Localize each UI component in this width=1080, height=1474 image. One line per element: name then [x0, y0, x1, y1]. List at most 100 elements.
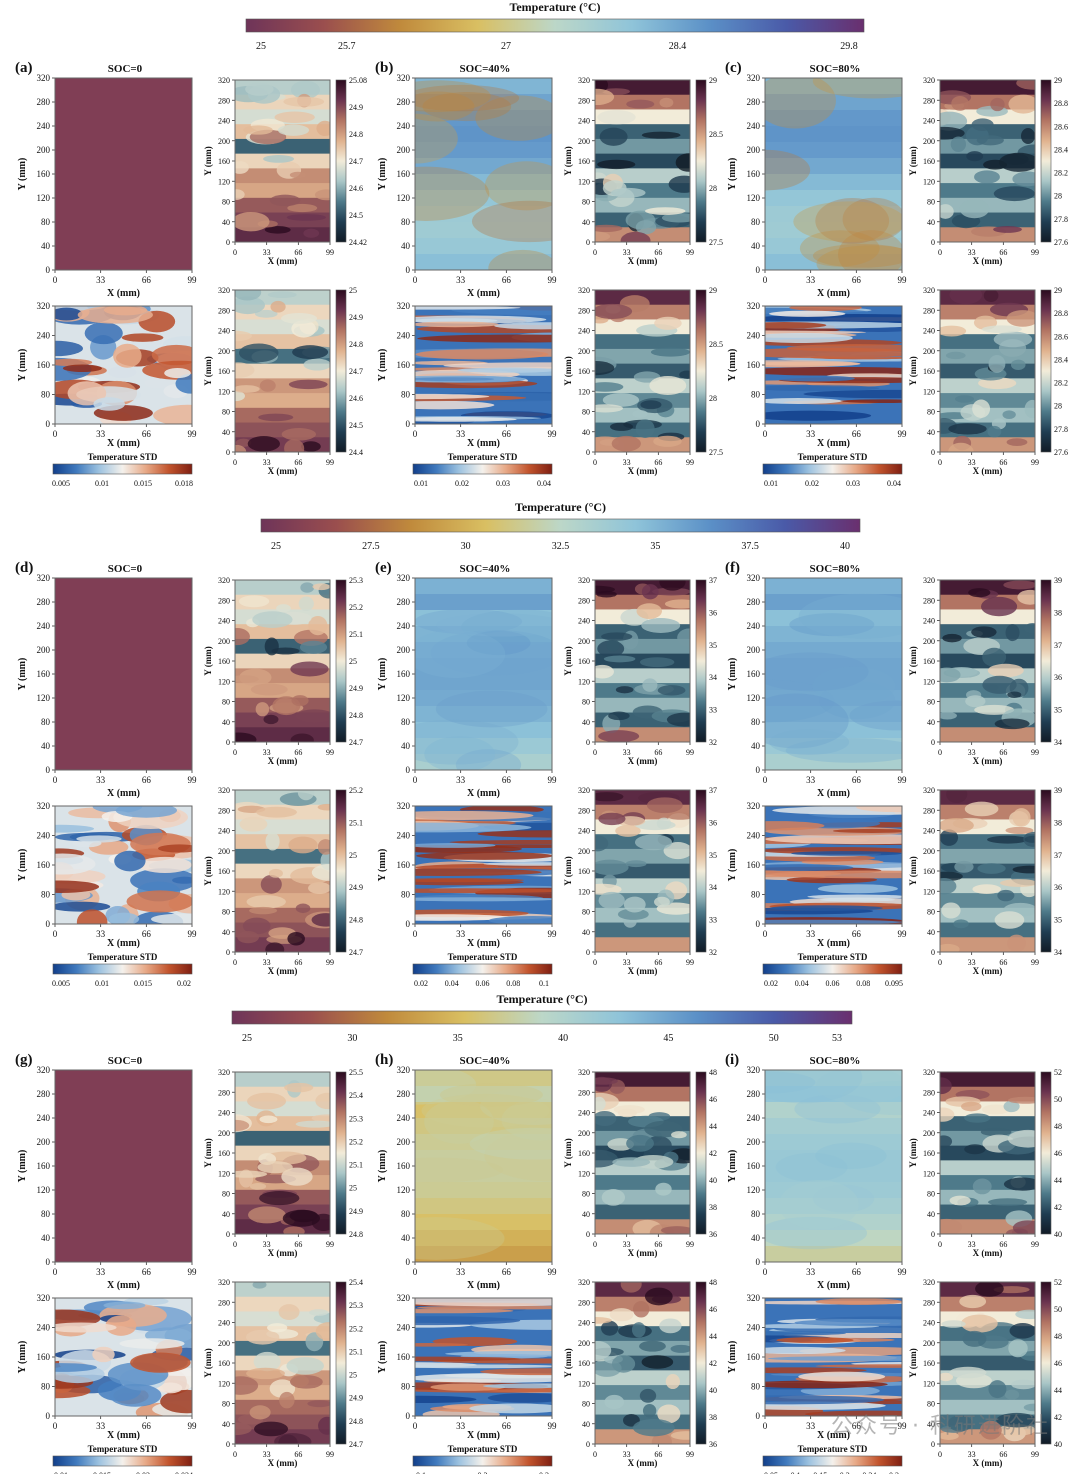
y-tick-label: 160	[747, 669, 761, 679]
deviation-blob	[249, 1405, 271, 1420]
colorbar-tick-label: 25	[349, 1371, 357, 1380]
x-tick-label: 33	[96, 1421, 106, 1431]
deviation-blob	[966, 151, 984, 162]
colorbar-tick-label: 25	[349, 286, 357, 295]
temperature-band	[415, 94, 552, 111]
y-tick-label: 80	[927, 908, 935, 917]
deviation-blob	[276, 604, 291, 613]
colorbar-tick-label: 24.9	[349, 103, 363, 112]
deviation-blob	[250, 683, 288, 696]
colorbar-tick-label: 27.6	[1054, 448, 1068, 457]
y-tick-label: 0	[931, 948, 935, 957]
heatmap-blob	[765, 1395, 885, 1405]
colorbar	[335, 789, 347, 953]
deviation-blob	[1024, 835, 1035, 843]
y-tick-label: 320	[923, 1068, 935, 1077]
colorbar-tick-label: 24.8	[349, 711, 363, 720]
heatmap-blob	[121, 333, 164, 342]
deviation-band	[940, 1399, 1035, 1416]
x-tick-label: 33	[456, 1267, 466, 1277]
heatmap-blob	[415, 377, 495, 381]
y-tick-label: 200	[218, 137, 230, 146]
deviation-blob	[623, 896, 646, 913]
heatmap-blob	[92, 1346, 115, 1363]
y-tick-label: 0	[756, 419, 761, 429]
std-colorbar-tick-label: 0.2	[840, 1471, 850, 1474]
heatmap-blob	[151, 913, 192, 924]
temperature-blob	[812, 1184, 875, 1213]
deviation-blob	[603, 655, 636, 663]
colorbar-tick-label: 28.8	[1054, 99, 1068, 108]
heatmap-blob	[415, 914, 510, 921]
deviation-blob	[610, 422, 634, 431]
deviation-blob	[975, 1282, 1004, 1297]
deviation-blob	[950, 136, 967, 153]
deviation-blob	[654, 896, 670, 908]
temperature-band	[765, 674, 902, 691]
y-axis-label: Y (mm)	[727, 158, 738, 191]
std-colorbar-tick-label: 0.04	[537, 479, 551, 488]
y-tick-label: 120	[397, 1185, 411, 1195]
panel-label: (b)	[375, 60, 393, 76]
deviation-blob	[235, 362, 255, 378]
y-tick-label: 80	[222, 908, 230, 917]
temperature-band	[765, 626, 902, 643]
x-tick-label: 0	[413, 929, 418, 939]
temperature-band	[415, 1214, 552, 1231]
temperature-blob	[775, 1152, 848, 1182]
x-tick-label: 33	[623, 1240, 631, 1249]
plot-frame	[414, 1069, 553, 1263]
y-tick-label: 40	[222, 718, 230, 727]
temperature-blob	[415, 166, 490, 221]
y-tick-label: 160	[218, 1359, 230, 1368]
x-tick-label: 0	[233, 248, 237, 257]
x-tick-label: 33	[263, 1240, 271, 1249]
colorbar-tick-label: 35	[709, 851, 717, 860]
deviation-blob	[659, 1318, 682, 1334]
y-tick-label: 240	[218, 117, 230, 126]
deviation-band	[235, 1296, 330, 1313]
temperature-blob	[849, 700, 902, 731]
heatmap-blob	[415, 897, 552, 902]
heatmap-blob	[415, 1342, 469, 1347]
heatmap-blob	[55, 880, 100, 893]
y-tick-label: 0	[46, 919, 51, 929]
y-tick-label: 240	[578, 1319, 590, 1328]
deviation-blob	[595, 1077, 618, 1085]
heatmap-blob	[108, 366, 137, 379]
heatmap-blob	[415, 315, 547, 324]
deviation-blob	[940, 204, 954, 219]
y-tick-label: 320	[578, 1278, 590, 1287]
temperature-map	[55, 78, 192, 270]
x-tick-label: 0	[763, 429, 768, 439]
y-tick-label: 280	[37, 597, 51, 607]
y-tick-label: 240	[747, 331, 761, 341]
y-tick-label: 120	[37, 693, 51, 703]
deviation-blob	[671, 1131, 687, 1139]
y-axis-label: Y (mm)	[203, 1138, 213, 1167]
deviation-blob	[646, 797, 683, 814]
x-tick-label: 99	[686, 1240, 694, 1249]
temperature-band	[415, 206, 552, 223]
temperature-blob	[424, 1099, 494, 1144]
x-axis-label: X (mm)	[973, 256, 1003, 266]
deviation-blob	[595, 88, 615, 106]
deviation-blob	[598, 812, 626, 826]
x-tick-label: 99	[548, 929, 558, 939]
deviation-band	[940, 1072, 1035, 1088]
y-tick-label: 40	[222, 1210, 230, 1219]
x-tick-label: 33	[806, 775, 816, 785]
deviation-blob	[299, 640, 328, 654]
deviation-blob	[953, 919, 969, 929]
y-tick-label: 280	[37, 1089, 51, 1099]
heatmap-blob	[119, 1338, 185, 1349]
y-axis-label: Y (mm)	[203, 356, 213, 385]
temperature-band	[415, 1198, 552, 1215]
temperature-blob	[799, 230, 880, 267]
y-tick-label: 160	[218, 367, 230, 376]
colorbar-tick-label: 27.8	[1054, 215, 1068, 224]
deviation-blob	[300, 582, 315, 593]
soc-title: SOC=0	[108, 563, 143, 575]
heatmap-blob	[415, 349, 549, 360]
y-tick-label: 240	[37, 621, 51, 631]
